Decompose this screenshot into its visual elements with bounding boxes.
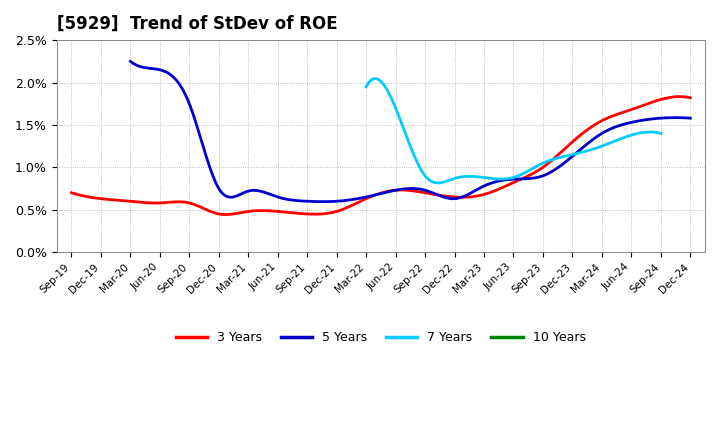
7 Years bbox=[576, 150, 585, 155]
3 Years bbox=[518, 176, 527, 181]
7 Years bbox=[433, 180, 442, 186]
7 Years bbox=[577, 150, 586, 155]
5 Years bbox=[480, 183, 488, 189]
7 Years bbox=[549, 157, 557, 162]
Line: 3 Years: 3 Years bbox=[71, 97, 690, 215]
7 Years bbox=[362, 84, 371, 89]
7 Years bbox=[371, 76, 379, 81]
Legend: 3 Years, 5 Years, 7 Years, 10 Years: 3 Years, 5 Years, 7 Years, 10 Years bbox=[171, 326, 590, 349]
5 Years bbox=[126, 59, 135, 64]
7 Years bbox=[459, 174, 468, 179]
3 Years bbox=[686, 95, 695, 100]
3 Years bbox=[458, 194, 467, 200]
7 Years bbox=[398, 122, 407, 128]
3 Years bbox=[675, 94, 684, 99]
Text: [5929]  Trend of StDev of ROE: [5929] Trend of StDev of ROE bbox=[57, 15, 338, 33]
3 Years bbox=[67, 190, 76, 195]
5 Years bbox=[686, 115, 695, 121]
5 Years bbox=[308, 199, 317, 204]
7 Years bbox=[657, 131, 665, 136]
5 Years bbox=[534, 174, 543, 180]
Line: 5 Years: 5 Years bbox=[130, 61, 690, 202]
Line: 7 Years: 7 Years bbox=[366, 79, 661, 183]
3 Years bbox=[142, 200, 150, 205]
5 Years bbox=[318, 199, 327, 204]
3 Years bbox=[516, 177, 524, 183]
5 Years bbox=[194, 126, 202, 131]
3 Years bbox=[314, 212, 323, 217]
3 Years bbox=[220, 212, 229, 217]
3 Years bbox=[270, 209, 279, 214]
5 Years bbox=[531, 175, 540, 180]
5 Years bbox=[349, 197, 358, 202]
7 Years bbox=[480, 175, 489, 180]
